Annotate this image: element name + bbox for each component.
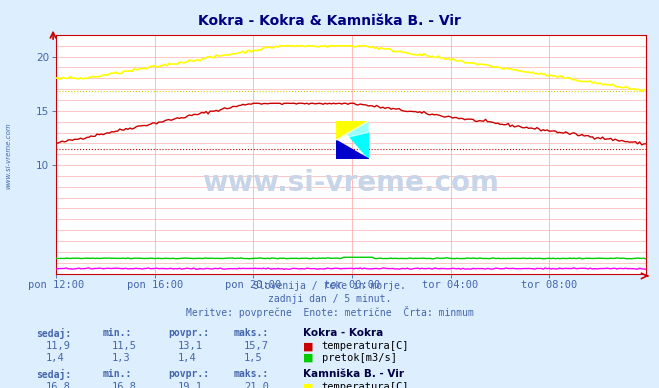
Text: maks.:: maks.: xyxy=(234,369,269,379)
Text: 1,4: 1,4 xyxy=(46,353,65,363)
Text: Meritve: povprečne  Enote: metrične  Črta: minmum: Meritve: povprečne Enote: metrične Črta:… xyxy=(186,306,473,318)
Text: sedaj:: sedaj: xyxy=(36,328,71,339)
Text: temperatura[C]: temperatura[C] xyxy=(322,382,409,388)
Text: 1,5: 1,5 xyxy=(244,353,262,363)
Text: 21,0: 21,0 xyxy=(244,382,269,388)
Text: 1,3: 1,3 xyxy=(112,353,130,363)
Text: ■: ■ xyxy=(303,341,314,352)
Text: povpr.:: povpr.: xyxy=(168,328,209,338)
Text: www.si-vreme.com: www.si-vreme.com xyxy=(202,169,500,197)
Text: 11,5: 11,5 xyxy=(112,341,137,352)
Text: sedaj:: sedaj: xyxy=(36,369,71,379)
Text: 1,4: 1,4 xyxy=(178,353,196,363)
Polygon shape xyxy=(336,140,368,159)
Text: zadnji dan / 5 minut.: zadnji dan / 5 minut. xyxy=(268,294,391,304)
Text: 11,9: 11,9 xyxy=(46,341,71,352)
Text: min.:: min.: xyxy=(102,369,132,379)
Text: 16,8: 16,8 xyxy=(46,382,71,388)
Text: 15,7: 15,7 xyxy=(244,341,269,352)
Polygon shape xyxy=(336,121,368,140)
Text: povpr.:: povpr.: xyxy=(168,369,209,379)
Text: min.:: min.: xyxy=(102,328,132,338)
Polygon shape xyxy=(336,121,368,159)
Text: www.si-vreme.com: www.si-vreme.com xyxy=(5,122,11,189)
Text: Kokra - Kokra & Kamniška B. - Vir: Kokra - Kokra & Kamniška B. - Vir xyxy=(198,14,461,28)
Text: maks.:: maks.: xyxy=(234,328,269,338)
Text: 19,1: 19,1 xyxy=(178,382,203,388)
Text: ■: ■ xyxy=(303,353,314,363)
Polygon shape xyxy=(336,121,368,140)
Text: temperatura[C]: temperatura[C] xyxy=(322,341,409,352)
Text: ■: ■ xyxy=(303,382,314,388)
Text: 16,8: 16,8 xyxy=(112,382,137,388)
Text: Kamniška B. - Vir: Kamniška B. - Vir xyxy=(303,369,404,379)
Text: 13,1: 13,1 xyxy=(178,341,203,352)
Text: pretok[m3/s]: pretok[m3/s] xyxy=(322,353,397,363)
Text: Slovenija / reke in morje.: Slovenija / reke in morje. xyxy=(253,281,406,291)
Text: Kokra - Kokra: Kokra - Kokra xyxy=(303,328,384,338)
